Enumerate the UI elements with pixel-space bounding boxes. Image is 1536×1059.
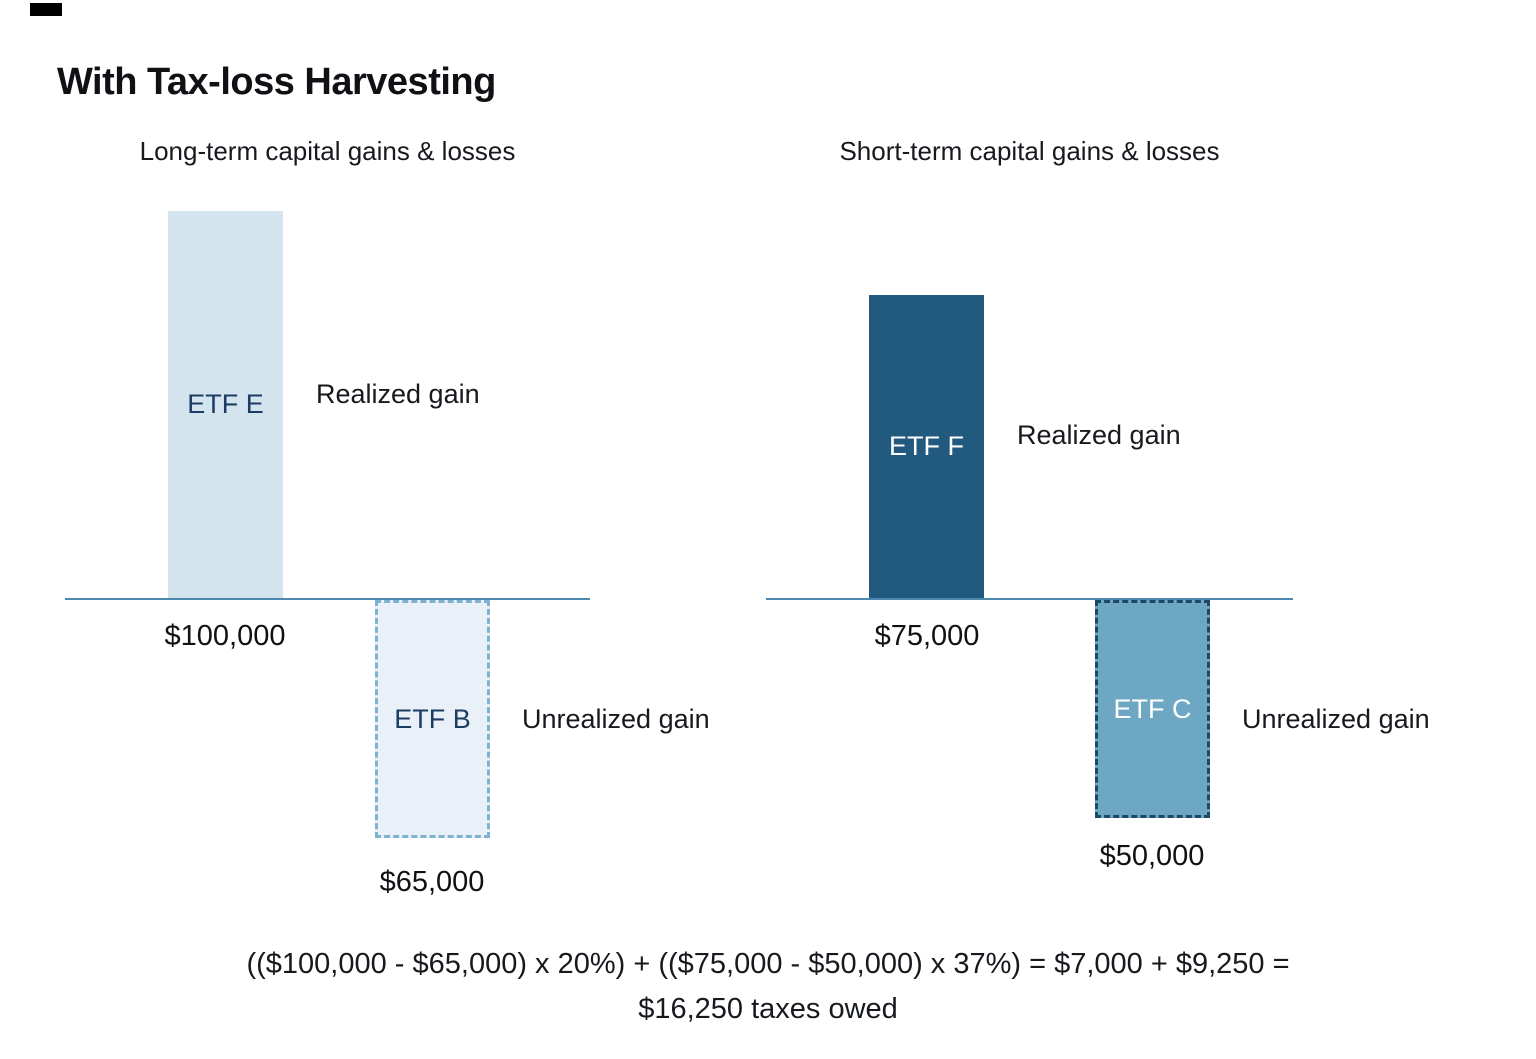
formula-line-1: (($100,000 - $65,000) x 20%) + (($75,000… [246, 948, 1290, 980]
bar-label-etf-b: ETF B [394, 703, 471, 734]
amount-etf-f: $75,000 [874, 620, 980, 652]
short-term-realized-gain-label: Realized gain [1017, 420, 1181, 450]
amount-etf-e: $100,000 [164, 620, 286, 652]
tax-calculation-formula: (($100,000 - $65,000) x 20%) + (($75,000… [0, 942, 1536, 1032]
short-term-baseline-axis [766, 598, 1293, 600]
short-term-unrealized-gain-label: Unrealized gain [1242, 704, 1430, 734]
bar-label-etf-c: ETF C [1113, 693, 1192, 724]
corner-mark [30, 3, 62, 16]
bar-etf-f-realized-gain: ETF F [869, 295, 984, 598]
bar-etf-b-unrealized-gain: ETF B [375, 600, 490, 838]
formula-line-2: $16,250 taxes owed [638, 992, 898, 1025]
amount-etf-b: $65,000 [379, 866, 485, 898]
long-term-realized-gain-label: Realized gain [316, 379, 480, 409]
long-term-subtitle: Long-term capital gains & losses [139, 136, 516, 166]
bar-etf-e-realized-gain: ETF E [168, 211, 283, 598]
bar-label-etf-f: ETF F [889, 431, 964, 461]
long-term-baseline-axis [65, 598, 590, 600]
page-title: With Tax-loss Harvesting [57, 61, 496, 104]
long-term-unrealized-gain-label: Unrealized gain [522, 704, 710, 734]
short-term-subtitle: Short-term capital gains & losses [839, 136, 1220, 166]
bar-etf-c-unrealized-gain: ETF C [1095, 600, 1210, 818]
bar-label-etf-e: ETF E [187, 389, 264, 419]
amount-etf-c: $50,000 [1099, 840, 1205, 872]
